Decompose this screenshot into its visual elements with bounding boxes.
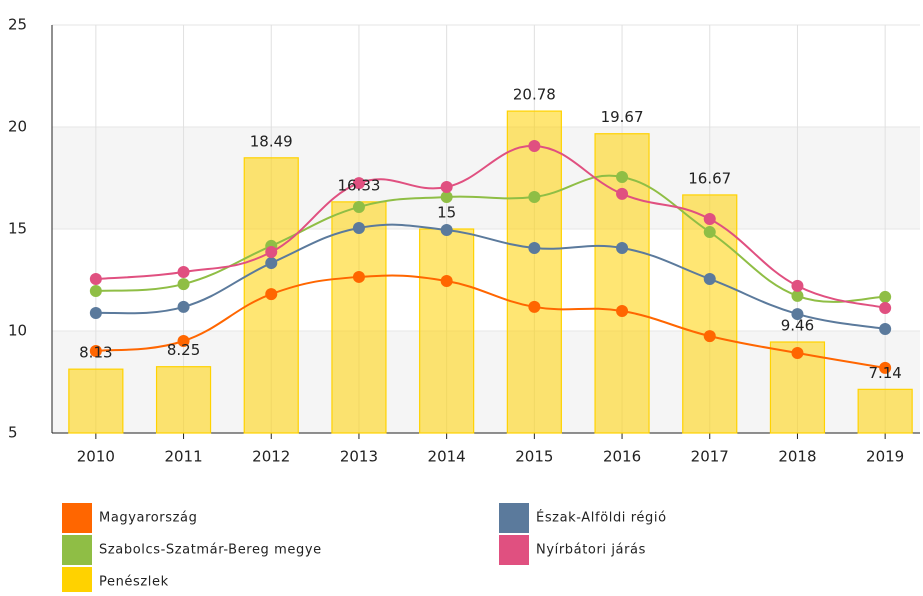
- point: [879, 301, 892, 314]
- bar: [331, 201, 387, 434]
- point: [177, 334, 190, 347]
- point: [879, 361, 892, 374]
- point: [265, 257, 278, 270]
- legend-swatch: [62, 567, 92, 596]
- point: [616, 170, 629, 183]
- point: [352, 177, 365, 190]
- point: [440, 180, 453, 193]
- point: [703, 213, 716, 226]
- point: [879, 290, 892, 303]
- legend-label: Penészlek: [99, 575, 169, 590]
- bar: [419, 228, 475, 434]
- line: [95, 223, 886, 330]
- point: [177, 300, 190, 313]
- point: [791, 289, 804, 302]
- point: [528, 139, 541, 152]
- point: [89, 285, 102, 298]
- point: [703, 272, 716, 285]
- point: [791, 279, 804, 292]
- point: [89, 307, 102, 320]
- point: [265, 246, 278, 259]
- bar: [857, 388, 913, 434]
- x-tick-label: 2013: [340, 448, 378, 466]
- data-label: 15: [437, 204, 456, 222]
- point: [352, 270, 365, 283]
- data-label: 8.13: [79, 344, 112, 362]
- point: [703, 330, 716, 343]
- data-label: 16.67: [688, 169, 731, 187]
- data-label: 8.25: [167, 341, 200, 359]
- point: [440, 275, 453, 288]
- legend-swatch: [499, 535, 529, 565]
- point: [528, 300, 541, 313]
- x-tick-label: 2017: [691, 448, 729, 466]
- point: [89, 272, 102, 285]
- legend-label: Szabolcs-Szatmár-Bereg megye: [99, 543, 322, 558]
- y-tick-label: 15: [8, 220, 27, 238]
- point: [703, 226, 716, 239]
- point: [440, 190, 453, 203]
- y-tick-label: 20: [8, 118, 27, 136]
- line: [95, 274, 886, 369]
- point: [616, 241, 629, 254]
- x-tick-label: 2010: [77, 448, 115, 466]
- bar: [155, 366, 212, 434]
- x-tick-label: 2015: [515, 448, 553, 466]
- x-tick-label: 2016: [603, 448, 641, 466]
- point: [879, 322, 892, 335]
- x-tick-label: 2018: [778, 448, 816, 466]
- x-tick-label: 2014: [428, 448, 466, 466]
- x-tick-label: 2012: [252, 448, 290, 466]
- point: [616, 305, 629, 318]
- data-label: 7.14: [868, 364, 901, 382]
- data-label: 16.33: [337, 176, 380, 194]
- legend-swatch: [499, 503, 529, 533]
- y-tick-label: 25: [8, 16, 27, 34]
- point: [616, 187, 629, 200]
- legend-label: Magyarország: [99, 511, 197, 526]
- line: [95, 144, 886, 309]
- point: [177, 266, 190, 279]
- data-label: 18.49: [250, 132, 293, 150]
- legend-label: Nyírbátori járás: [536, 543, 646, 558]
- point: [791, 347, 804, 360]
- bar: [506, 110, 562, 434]
- data-label: 20.78: [513, 86, 556, 104]
- legend-swatch: [62, 535, 92, 565]
- data-label: 9.46: [781, 317, 814, 335]
- point: [791, 308, 804, 321]
- y-tick-label: 10: [8, 322, 27, 340]
- point: [177, 278, 190, 291]
- legend-swatch: [62, 503, 92, 533]
- point: [440, 224, 453, 237]
- plot-band: [52, 127, 920, 229]
- point: [265, 288, 278, 301]
- y-tick-label: 5: [8, 424, 18, 442]
- bar: [68, 368, 124, 434]
- point: [352, 200, 365, 213]
- x-tick-label: 2011: [164, 448, 202, 466]
- point: [528, 241, 541, 254]
- point: [352, 221, 365, 234]
- x-tick-label: 2019: [866, 448, 904, 466]
- point: [528, 190, 541, 203]
- legend-label: Észak-Alföldi régió: [536, 510, 667, 526]
- data-label: 19.67: [601, 108, 644, 126]
- point: [89, 344, 102, 357]
